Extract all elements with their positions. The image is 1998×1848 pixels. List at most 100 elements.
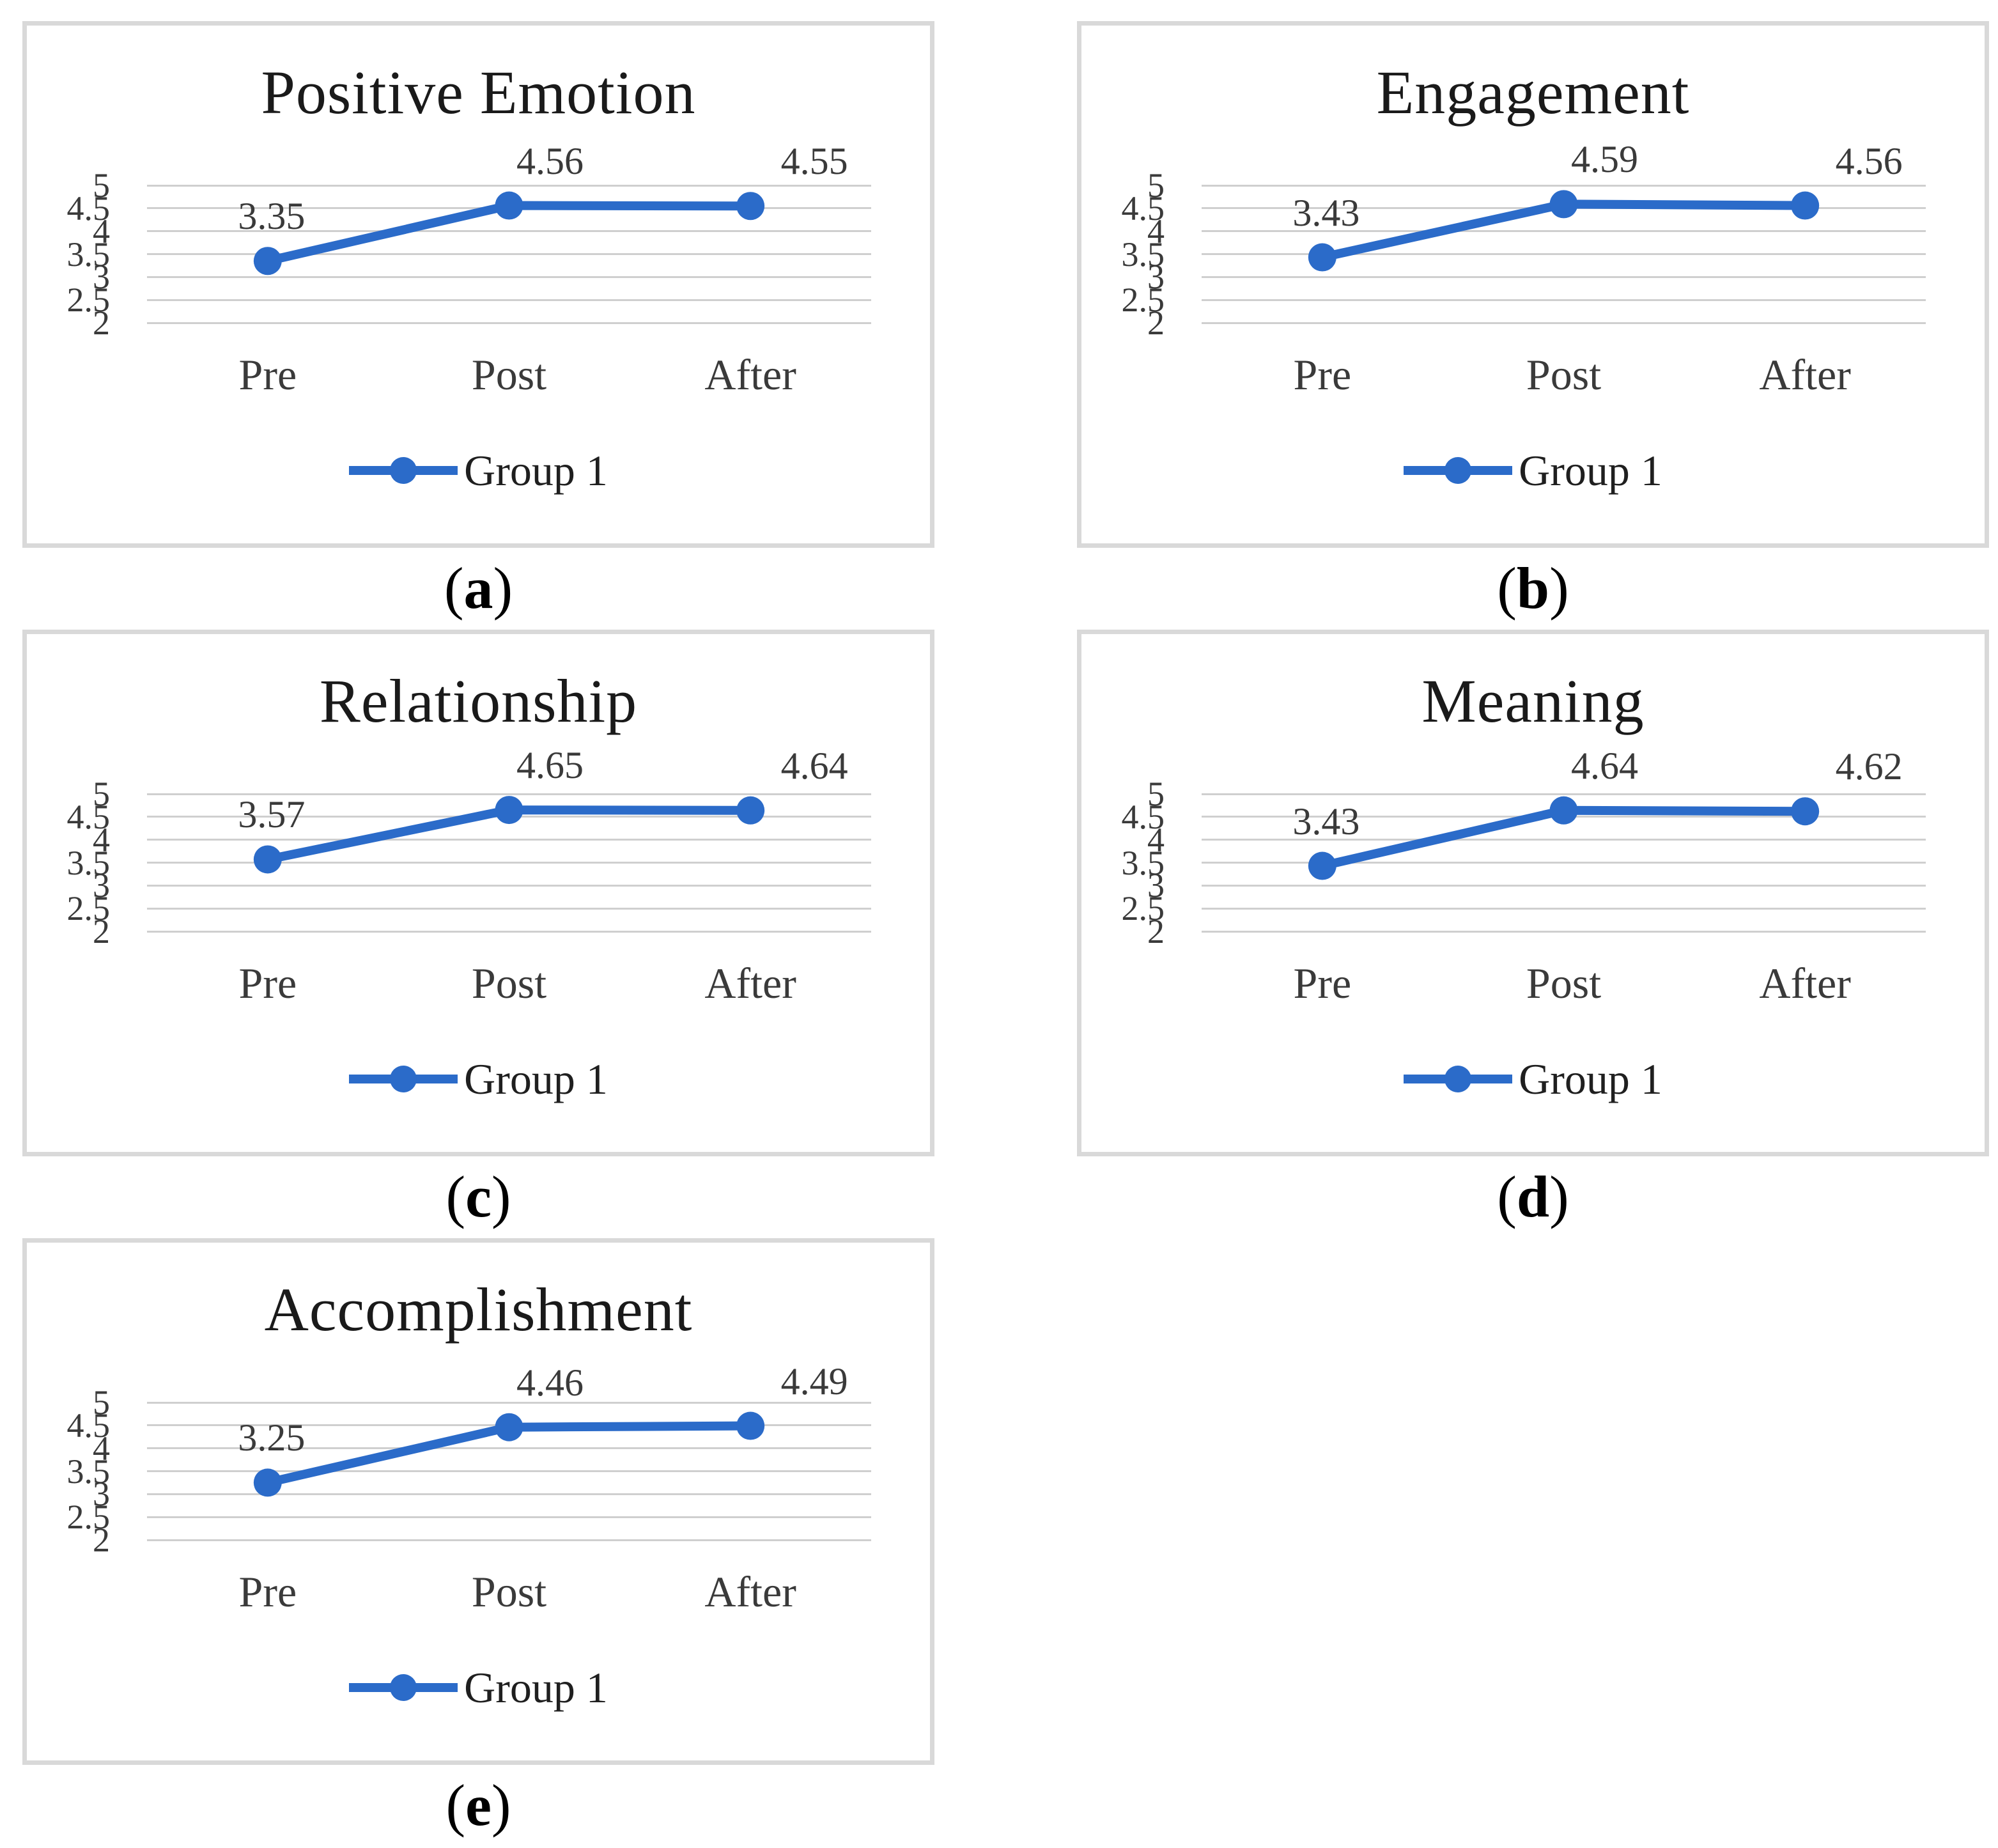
data-point-marker (495, 191, 523, 220)
x-axis-category-label: Post (471, 1567, 547, 1616)
y-axis-tick-label: 2.5 (1121, 281, 1165, 320)
y-axis-tick-label: 4 (1147, 212, 1165, 251)
data-label: 4.49 (780, 1360, 848, 1402)
gridline (147, 930, 871, 933)
caption-letter: d (1516, 1164, 1550, 1229)
y-axis-tick-label: 2 (93, 1521, 110, 1559)
y-axis-tick-label: 2.5 (1121, 889, 1165, 928)
caption-close-paren: ) (491, 1164, 511, 1229)
data-point-marker (1308, 851, 1336, 880)
y-axis-tick-label: 5 (93, 166, 110, 205)
x-axis-category-label: After (704, 350, 796, 399)
y-axis-tick-label: 3 (93, 258, 110, 297)
data-point-marker (736, 796, 765, 825)
x-axis-category-label: Post (1526, 350, 1602, 399)
series-line (1308, 190, 1820, 272)
caption-open-paren: ( (1497, 1164, 1517, 1229)
legend-label: Group 1 (464, 446, 608, 495)
y-axis-tick-label: 3 (93, 1475, 110, 1514)
legend: Group 1 (27, 1666, 930, 1709)
caption-open-paren: ( (1497, 555, 1517, 621)
data-label: 4.46 (516, 1361, 584, 1404)
gridline (1202, 299, 1926, 301)
x-axis-category-label: Post (1526, 959, 1602, 1007)
gridline (1202, 930, 1926, 933)
data-point-marker (495, 1413, 523, 1441)
legend: Group 1 (27, 1057, 930, 1101)
data-point-marker (736, 192, 765, 221)
gridline (1202, 793, 1926, 795)
gridline (1202, 230, 1926, 233)
chart-title: Meaning (1421, 667, 1645, 735)
legend: Group 1 (1081, 1057, 1985, 1101)
legend-line-marker-icon (349, 457, 458, 484)
gridline (147, 793, 871, 795)
gridline (147, 253, 871, 255)
panel-caption: (e) (22, 1765, 934, 1845)
gridline (147, 230, 871, 233)
series-line (253, 796, 765, 874)
x-axis-category-label: Pre (1293, 959, 1352, 1007)
chart-card-positive-emotion: Positive Emotion 5 4.5 4 3.5 3 2.5 2 Pre Post Aft… (22, 21, 934, 628)
gridline (1202, 862, 1926, 864)
legend: Group 1 (1081, 449, 1985, 492)
gridline (1202, 253, 1926, 255)
panel-caption: (d) (1077, 1156, 1989, 1237)
x-axis-category-label: Pre (238, 959, 297, 1007)
y-axis-tick-label: 4.5 (1121, 189, 1165, 228)
y-axis-tick-label: 5 (1147, 166, 1165, 205)
caption-close-paren: ) (491, 1773, 511, 1838)
data-label: 4.65 (516, 744, 584, 787)
x-axis-category-label: Pre (238, 1567, 297, 1616)
x-axis-category-label: After (704, 959, 796, 1007)
x-axis-category-label: Pre (1293, 350, 1352, 399)
chart-card-accomplishment: Accomplishment 5 4.5 4 3.5 3 2.5 2 Pre Post After… (22, 1238, 934, 1845)
data-point-marker (253, 845, 282, 874)
data-label: 4.55 (780, 140, 848, 183)
x-axis-category-label: After (1759, 959, 1851, 1007)
plot-area: 5 4.5 4 3.5 3 2.5 2 Pre Post After 3.25 4.46 4.49 (27, 1243, 930, 1760)
caption-open-paren: ( (444, 555, 464, 621)
y-axis-tick-label: 4 (93, 212, 110, 251)
series-line (253, 191, 765, 276)
y-axis-tick-label: 4.5 (66, 189, 111, 228)
y-axis-tick-label: 3.5 (1121, 843, 1165, 882)
legend-label: Group 1 (1519, 446, 1662, 495)
y-axis-tick-label: 4.5 (66, 797, 111, 836)
panel-caption: (b) (1077, 548, 1989, 628)
data-label: 3.57 (238, 793, 306, 836)
y-axis-tick-label: 2 (1147, 304, 1165, 342)
gridline (147, 322, 871, 324)
gridline (147, 1516, 871, 1518)
chart-panel: Engagement 5 4.5 4 3.5 3 2.5 2 Pre Post After 3.43… (1077, 21, 1989, 548)
data-label: 4.56 (516, 139, 584, 182)
y-axis-tick-label: 2.5 (66, 281, 111, 320)
gridline (1202, 322, 1926, 324)
caption-open-paren: ( (445, 1773, 466, 1838)
gridline (147, 299, 871, 301)
data-point-marker (1791, 797, 1820, 826)
data-label: 3.35 (238, 195, 306, 238)
y-axis-tick-label: 5 (93, 1383, 110, 1422)
gridline (147, 1539, 871, 1541)
legend-line-marker-icon (1404, 1066, 1513, 1092)
y-axis-tick-label: 2 (1147, 912, 1165, 951)
x-axis-category-label: After (704, 1567, 796, 1616)
plot-area: 5 4.5 4 3.5 3 2.5 2 Pre Post After 3.57 4.65 4.64 (27, 634, 930, 1152)
caption-close-paren: ) (493, 555, 513, 621)
y-axis-tick-label: 3.5 (1121, 235, 1165, 274)
legend-label: Group 1 (464, 1055, 608, 1103)
gridline (147, 1493, 871, 1495)
caption-open-paren: ( (445, 1164, 466, 1229)
gridline (1202, 884, 1926, 887)
data-label: 4.56 (1835, 139, 1903, 182)
chart-panel: Positive Emotion 5 4.5 4 3.5 3 2.5 2 Pre Post Aft… (22, 21, 934, 548)
data-point-marker (1791, 191, 1820, 220)
plot-area: 5 4.5 4 3.5 3 2.5 2 Pre Post After 3.35 4.56 4.55 (27, 26, 930, 543)
data-point-marker (1308, 243, 1336, 272)
caption-letter: b (1516, 555, 1550, 621)
y-axis-tick-label: 3.5 (66, 235, 111, 274)
chart-panel: Relationship 5 4.5 4 3.5 3 2.5 2 Pre Post After 3.… (22, 630, 934, 1156)
data-label: 3.25 (238, 1417, 306, 1459)
chart-title: Engagement (1376, 58, 1690, 127)
